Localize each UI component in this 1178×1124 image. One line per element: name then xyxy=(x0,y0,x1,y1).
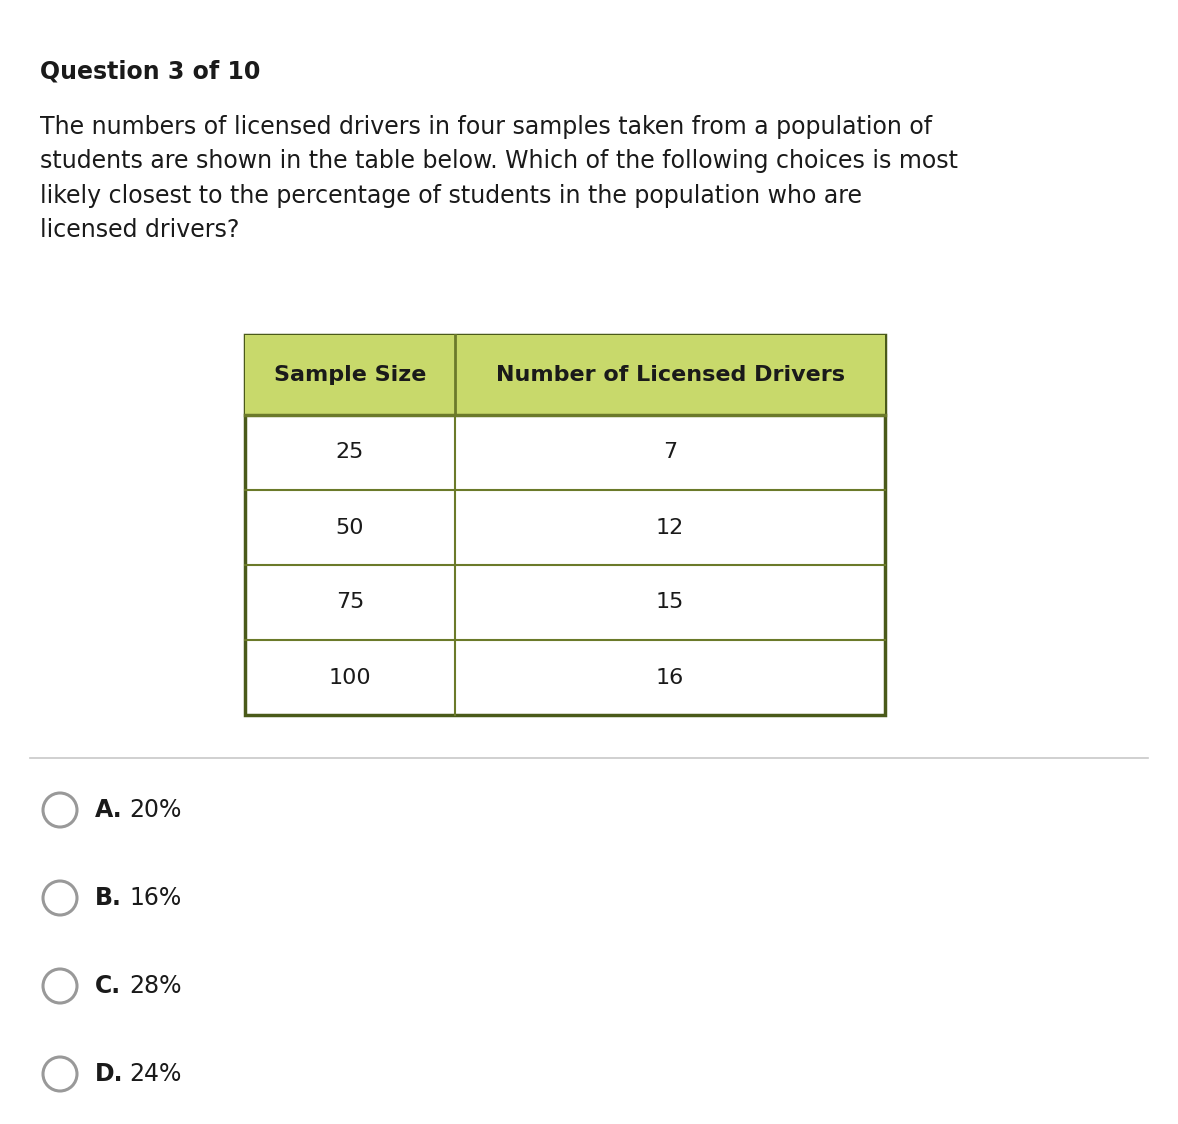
Text: A.: A. xyxy=(95,798,123,822)
Circle shape xyxy=(44,1057,77,1091)
Text: 7: 7 xyxy=(663,443,677,462)
Text: B.: B. xyxy=(95,886,121,910)
Text: 12: 12 xyxy=(656,517,684,537)
Text: 50: 50 xyxy=(336,517,364,537)
Text: Number of Licensed Drivers: Number of Licensed Drivers xyxy=(496,365,845,386)
Text: 100: 100 xyxy=(329,668,371,688)
Text: 20%: 20% xyxy=(130,798,181,822)
Text: 15: 15 xyxy=(656,592,684,613)
Text: D.: D. xyxy=(95,1062,124,1086)
Bar xyxy=(245,335,885,715)
Text: 28%: 28% xyxy=(130,975,181,998)
Text: 75: 75 xyxy=(336,592,364,613)
Text: Sample Size: Sample Size xyxy=(273,365,426,386)
Text: 16%: 16% xyxy=(130,886,181,910)
Text: Question 3 of 10: Question 3 of 10 xyxy=(40,60,260,84)
Bar xyxy=(245,335,885,415)
Circle shape xyxy=(44,881,77,915)
Circle shape xyxy=(44,969,77,1003)
Circle shape xyxy=(44,794,77,827)
Text: 16: 16 xyxy=(656,668,684,688)
Text: The numbers of licensed drivers in four samples taken from a population of
stude: The numbers of licensed drivers in four … xyxy=(40,115,958,243)
Text: 24%: 24% xyxy=(130,1062,181,1086)
Text: 25: 25 xyxy=(336,443,364,462)
Text: C.: C. xyxy=(95,975,121,998)
